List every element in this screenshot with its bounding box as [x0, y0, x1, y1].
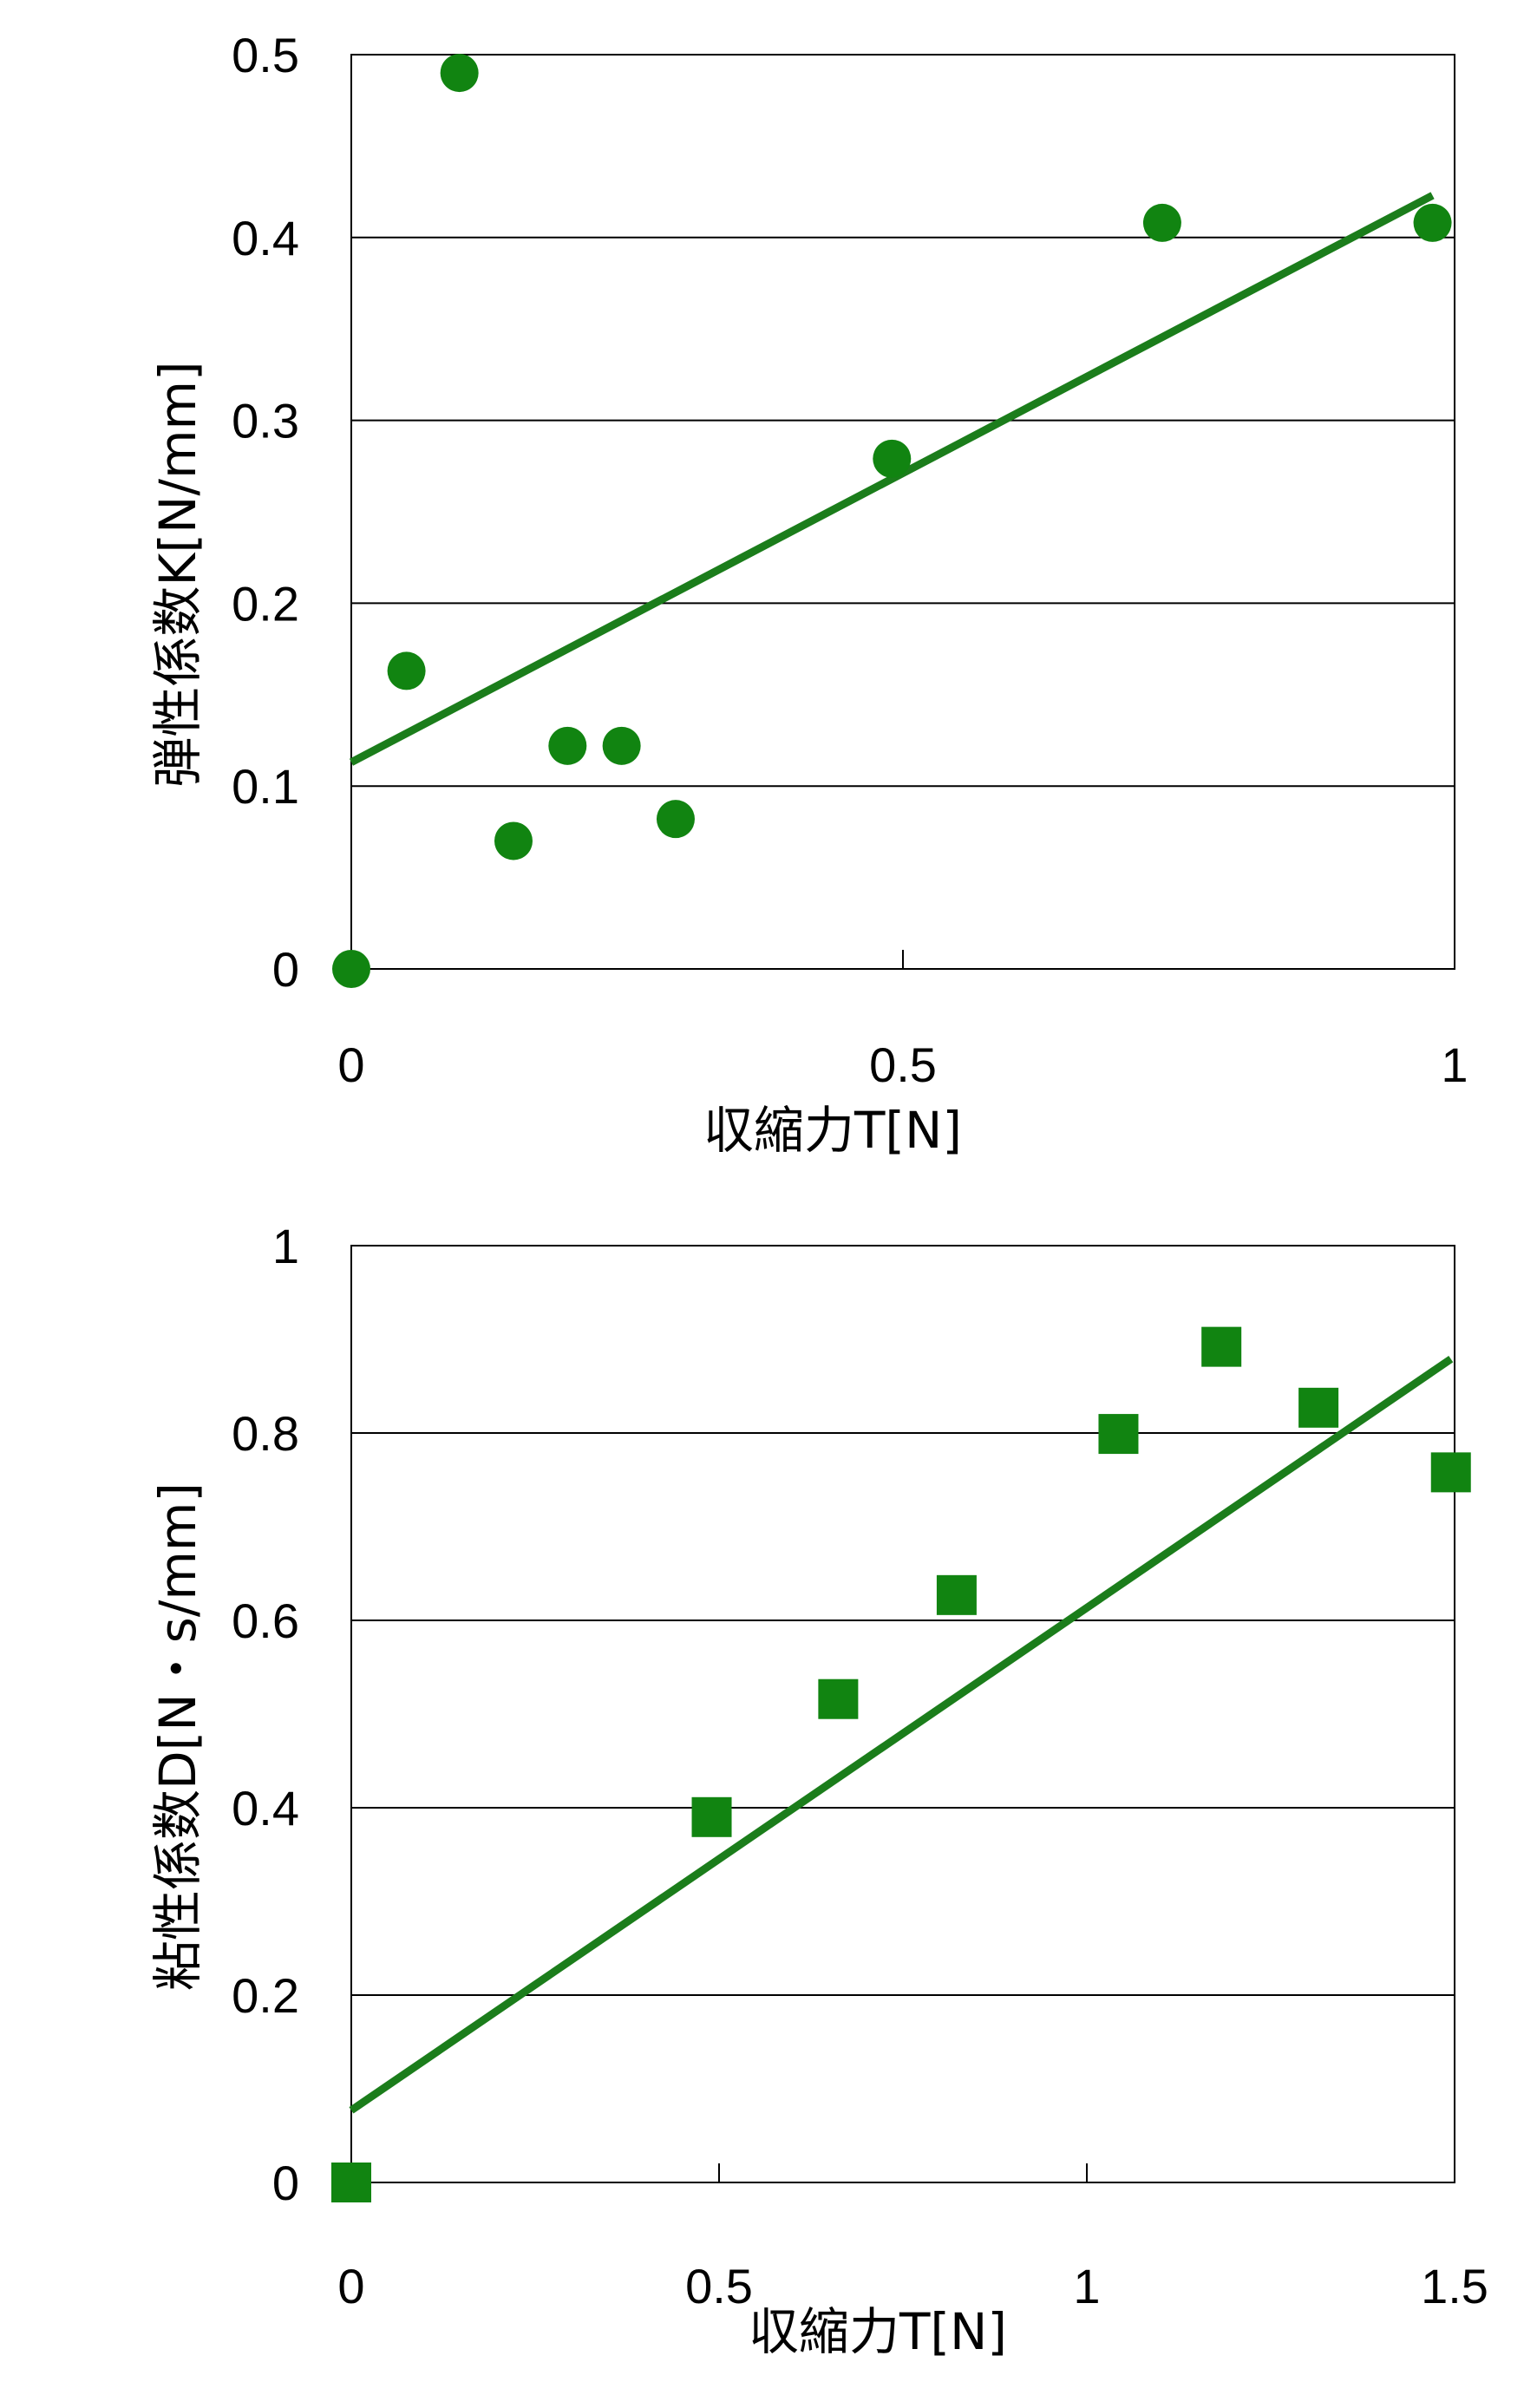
chart-1-data-point — [936, 1574, 977, 1615]
chart-1-trendline — [349, 1355, 1454, 2114]
chart-1-y-tick-label: 0.8 — [232, 1406, 299, 1461]
chart-0-plot-frame — [350, 54, 1455, 970]
chart-0-y-tick-label: 0.4 — [232, 211, 299, 265]
chart-1-plot-frame — [350, 1245, 1455, 2183]
chart-1-y-tick-label: 0.6 — [232, 1593, 299, 1648]
chart-1-data-point — [1430, 1452, 1471, 1493]
chart-0-data-point — [440, 54, 479, 93]
chart-0-y-tick-label: 0 — [272, 942, 299, 997]
elastic-coefficient-chart: 収縮力T[N] 弾性係数K[N/mm] 0 0.1 0.2 0.3 0.4 0.5 0 0.5… — [148, 28, 1468, 1160]
chart-0-y-tick-label: 0.5 — [232, 28, 299, 82]
chart-0-data-point — [387, 651, 426, 690]
chart-0-data-point — [494, 821, 533, 860]
chart-0-data-point — [332, 950, 370, 988]
chart-0-data-point — [1142, 203, 1181, 242]
chart-0-x-tick-label: 1 — [1441, 1037, 1468, 1092]
chart-1-y-tick-label: 0.2 — [232, 1968, 299, 2023]
chart-0-x-tick-label: 0.5 — [869, 1037, 937, 1092]
chart-1-x-tick-label: 1 — [1073, 2259, 1100, 2313]
chart-0-y-axis-label: 弾性係数K[N/mm] — [148, 361, 207, 787]
chart-1-data-point — [1201, 1326, 1242, 1367]
chart-1-data-point — [1098, 1414, 1139, 1455]
chart-1-y-tick-label: 0.4 — [232, 1781, 299, 1835]
chart-1-data-point — [1298, 1387, 1339, 1428]
chart-0-x-tick-label: 0 — [337, 1037, 364, 1092]
viscous-coefficient-chart: 収縮力T[N] 粘性係数D[N・s/mm] 0 0.2 0.4 0.6 0.8 1 0 0.5… — [148, 1219, 1488, 2361]
chart-0-data-point — [548, 726, 587, 765]
chart-0-data-point — [1413, 203, 1452, 242]
chart-1-y-tick-label: 1 — [272, 1219, 299, 1273]
chart-0-x-axis-label: 収縮力T[N] — [703, 1101, 962, 1160]
chart-1-data-point — [818, 1678, 859, 1719]
chart-0-y-tick-label: 0.1 — [232, 759, 299, 814]
chart-1-x-tick-label: 0.5 — [685, 2259, 753, 2313]
chart-0-y-tick-label: 0.2 — [232, 576, 299, 631]
chart-1-data-point — [331, 2163, 371, 2202]
chart-0-data-point — [656, 800, 695, 839]
chart-1-x-tick-label: 1.5 — [1421, 2259, 1488, 2313]
chart-0-data-point — [873, 439, 912, 478]
chart-0-data-point — [602, 726, 641, 765]
chart-1-x-tick-label: 0 — [337, 2259, 364, 2313]
chart-1-y-tick-label: 0 — [272, 2156, 299, 2210]
chart-0-trendline — [349, 192, 1435, 766]
chart-0-y-tick-label: 0.3 — [232, 394, 299, 448]
chart-1-y-axis-label: 粘性係数D[N・s/mm] — [148, 1482, 207, 1991]
chart-1-x-axis-label: 収縮力T[N] — [749, 2302, 1007, 2361]
chart-1-data-point — [691, 1796, 732, 1837]
